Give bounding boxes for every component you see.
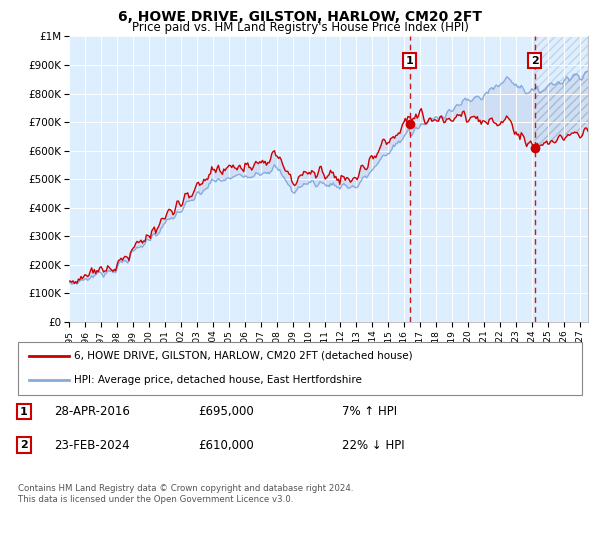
Text: 1: 1 xyxy=(20,407,28,417)
Text: Contains HM Land Registry data © Crown copyright and database right 2024.
This d: Contains HM Land Registry data © Crown c… xyxy=(18,484,353,504)
Text: 6, HOWE DRIVE, GILSTON, HARLOW, CM20 2FT (detached house): 6, HOWE DRIVE, GILSTON, HARLOW, CM20 2FT… xyxy=(74,351,413,361)
FancyBboxPatch shape xyxy=(18,342,582,395)
Text: 23-FEB-2024: 23-FEB-2024 xyxy=(54,438,130,452)
Text: 6, HOWE DRIVE, GILSTON, HARLOW, CM20 2FT: 6, HOWE DRIVE, GILSTON, HARLOW, CM20 2FT xyxy=(118,10,482,24)
Text: 7% ↑ HPI: 7% ↑ HPI xyxy=(342,405,397,418)
Text: £610,000: £610,000 xyxy=(198,438,254,452)
Text: £695,000: £695,000 xyxy=(198,405,254,418)
Text: 1: 1 xyxy=(406,55,413,66)
Text: 2: 2 xyxy=(530,55,538,66)
Text: 28-APR-2016: 28-APR-2016 xyxy=(54,405,130,418)
Text: Price paid vs. HM Land Registry's House Price Index (HPI): Price paid vs. HM Land Registry's House … xyxy=(131,21,469,34)
Text: 22% ↓ HPI: 22% ↓ HPI xyxy=(342,438,404,452)
Text: HPI: Average price, detached house, East Hertfordshire: HPI: Average price, detached house, East… xyxy=(74,375,362,385)
Text: 2: 2 xyxy=(20,440,28,450)
